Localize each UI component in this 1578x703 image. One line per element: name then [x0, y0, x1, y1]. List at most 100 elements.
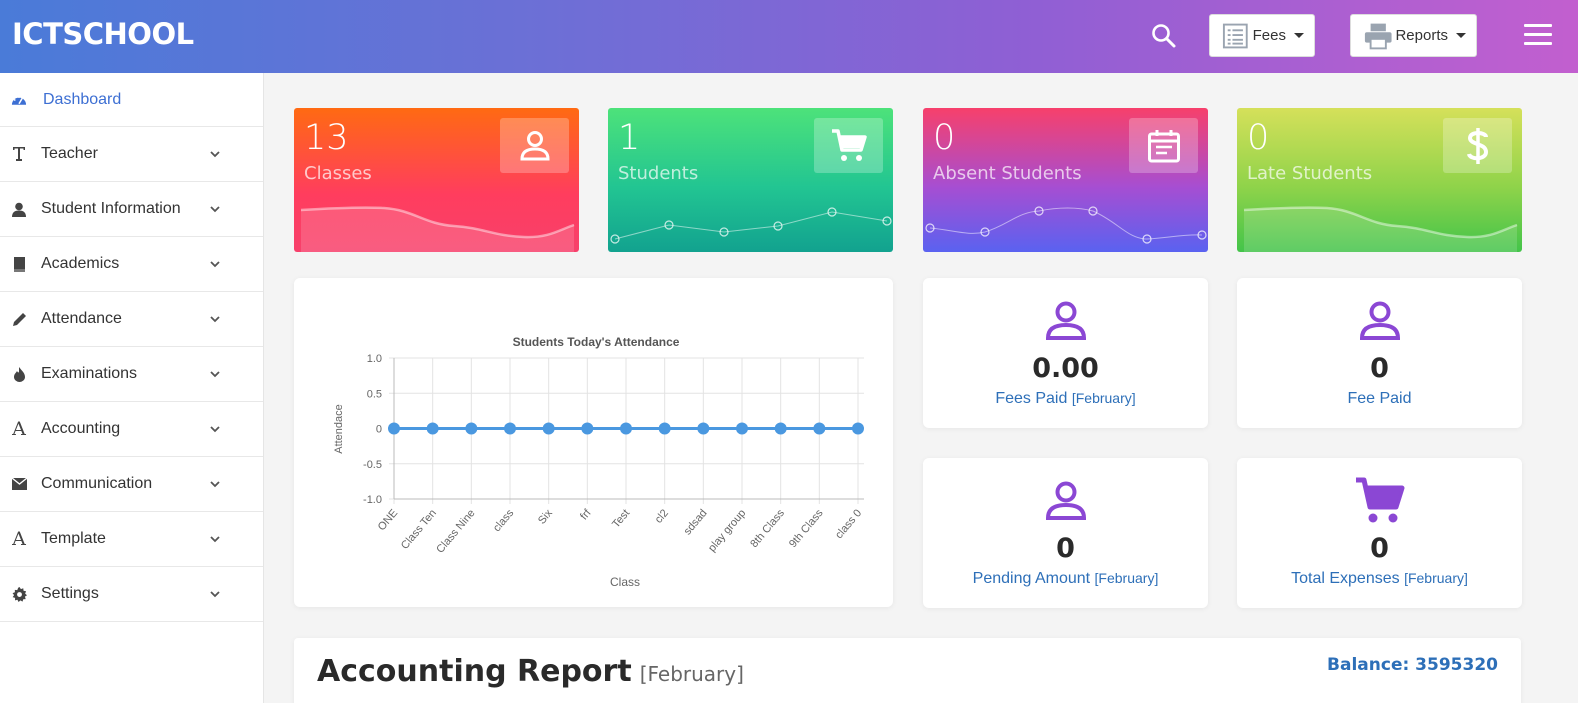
accounting-report-panel: Accounting Report [February] Balance: 359… [294, 638, 1521, 703]
summary-label-row: Total Expenses [February] [1237, 570, 1522, 588]
sidebar-item-student-information[interactable]: Student Information [0, 182, 263, 237]
stat-icon-box [1443, 118, 1512, 173]
stat-label: Absent Students [933, 163, 1082, 184]
sidebar-item-label: Settings [41, 585, 99, 602]
chart-x-tick-label: 8th Class [748, 507, 787, 550]
reports-dropdown-button[interactable]: Reports [1350, 14, 1477, 57]
sidebar-item-template[interactable]: A Template [0, 512, 263, 567]
fire-icon [11, 366, 27, 382]
chart-data-point [581, 422, 594, 435]
chevron-down-icon [210, 591, 220, 598]
book-icon [11, 256, 27, 272]
chart-x-tick-label: Class Ten [399, 507, 439, 552]
summary-period: [February] [1094, 570, 1159, 586]
accounting-report-title: Accounting Report [317, 654, 632, 689]
stat-icon-box [1129, 118, 1198, 173]
stat-card-absent-students[interactable]: 0 Absent Students [923, 108, 1208, 252]
cart-icon [1355, 477, 1404, 523]
fees-dropdown-button[interactable]: Fees [1209, 14, 1315, 57]
summary-card-fee-paid[interactable]: 0 Fee Paid [1237, 278, 1522, 428]
chart-x-tick-label: Class Nine [434, 507, 477, 555]
summary-label-row: Fee Paid [1237, 390, 1522, 408]
summary-card-fees-paid[interactable]: 0.00 Fees Paid [February] [923, 278, 1208, 428]
hamburger-menu-button[interactable] [1524, 24, 1552, 48]
sidebar-item-dashboard[interactable]: Dashboard [0, 73, 263, 127]
sidebar-item-attendance[interactable]: Attendance [0, 292, 263, 347]
chart-data-point [426, 422, 439, 435]
sidebar-item-settings[interactable]: Settings [0, 567, 263, 622]
sidebar-item-label: Communication [41, 475, 153, 492]
sidebar-item-teacher[interactable]: Teacher [0, 127, 263, 182]
stat-sparkline [925, 206, 1207, 244]
fees-label: Fees [1252, 27, 1286, 44]
stat-sparkline [610, 207, 892, 244]
chart-x-tick-label: Test [610, 507, 632, 530]
sidebar-item-label: Academics [41, 255, 120, 272]
summary-period: [February] [1071, 390, 1136, 406]
summary-label: Fee Paid [1347, 390, 1412, 407]
sidebar-item-label: Template [41, 530, 106, 547]
font-a-icon: A [12, 418, 26, 440]
stat-sparkline [300, 206, 575, 252]
stat-label: Classes [304, 163, 372, 184]
accounting-report-title-row: Accounting Report [February] [317, 654, 744, 689]
chevron-down-icon [210, 536, 220, 543]
chart-data-point [465, 422, 478, 435]
summary-value: 0 [1370, 533, 1389, 564]
user-icon [11, 201, 27, 217]
stat-value: 1 [618, 118, 641, 158]
pencil-icon [11, 311, 27, 327]
stat-value: 0 [1247, 118, 1270, 158]
summary-label-row: Pending Amount [February] [923, 570, 1208, 588]
chart-x-tick-label: play group [706, 507, 748, 554]
printer-icon [1364, 23, 1392, 49]
summary-label: Pending Amount [972, 570, 1091, 587]
search-button[interactable] [1150, 22, 1178, 50]
chevron-down-icon [210, 206, 220, 213]
sidebar-item-examinations[interactable]: Examinations [0, 347, 263, 402]
calendar-icon [1147, 129, 1180, 162]
summary-value: 0 [1370, 353, 1389, 384]
dollar-icon [1466, 127, 1488, 164]
stat-value: 0 [933, 118, 956, 158]
sidebar-item-academics[interactable]: Academics [0, 237, 263, 292]
stat-value: 13 [304, 118, 349, 158]
stat-icon-box [814, 118, 883, 173]
summary-label: Total Expenses [1291, 570, 1400, 587]
stat-card-students[interactable]: 1 Students [608, 108, 893, 252]
chevron-down-icon [210, 371, 220, 378]
summary-value: 0 [1056, 533, 1075, 564]
chart-data-point [697, 422, 710, 435]
brand-logo[interactable]: ICTSCHOOL [12, 17, 194, 51]
chart-data-point [813, 422, 826, 435]
stat-card-late-students[interactable]: 0 Late Students [1237, 108, 1522, 252]
font-a-icon: A [12, 528, 26, 550]
dashboard-icon [11, 92, 27, 108]
chart-y-tick-label: -0.5 [363, 459, 382, 471]
text-t-icon [11, 146, 27, 162]
stat-card-classes[interactable]: 13 Classes [294, 108, 579, 252]
chevron-down-icon [210, 481, 220, 488]
chart-data-point [736, 422, 748, 435]
chart-data-point [774, 422, 787, 435]
attendance-line-chart: Students Today's Attendance Attendace Cl… [333, 335, 864, 589]
chart-x-tick-label: class 0 [833, 507, 864, 541]
chevron-down-icon [210, 261, 220, 268]
summary-value: 0.00 [1032, 353, 1099, 384]
chart-x-tick-label: ONE [376, 507, 401, 533]
summary-card-pending-amount[interactable]: 0 Pending Amount [February] [923, 458, 1208, 608]
top-header: ICTSCHOOL Fees Reports [0, 0, 1578, 73]
sidebar: Dashboard Teacher Student Information Ac… [0, 73, 264, 703]
sidebar-item-communication[interactable]: Communication [0, 457, 263, 512]
chart-title: Students Today's Attendance [513, 335, 680, 349]
sidebar-item-accounting[interactable]: A Accounting [0, 402, 263, 457]
sidebar-item-label: Accounting [41, 420, 121, 437]
caret-down-icon [1456, 33, 1466, 38]
reports-label: Reports [1395, 27, 1448, 44]
summary-card-total-expenses[interactable]: 0 Total Expenses [February] [1237, 458, 1522, 608]
chart-x-tick-label: 9th Class [787, 507, 826, 550]
sidebar-item-label: Student Information [41, 200, 181, 217]
stat-label: Students [618, 163, 699, 184]
user-icon [1045, 481, 1086, 520]
chart-y-tick-label: 0 [376, 424, 382, 436]
